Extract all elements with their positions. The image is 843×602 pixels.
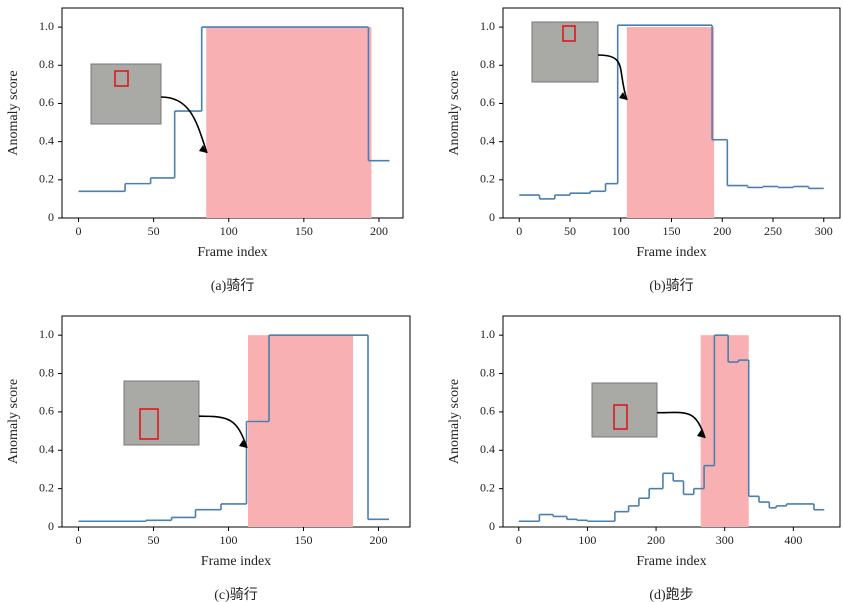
caption: (b)骑行 bbox=[649, 278, 693, 294]
inset-image bbox=[90, 63, 162, 125]
x-tick-label: 50 bbox=[564, 224, 576, 238]
plot-frame bbox=[61, 315, 411, 528]
y-tick-label: 0.2 bbox=[39, 172, 54, 186]
x-tick-label: 100 bbox=[220, 224, 238, 238]
y-tick-label: 0.8 bbox=[480, 57, 495, 71]
arrow bbox=[198, 415, 248, 449]
highlight-region bbox=[626, 27, 715, 218]
x-axis-label: Frame index bbox=[636, 245, 706, 260]
y-tick-label: 1.0 bbox=[39, 327, 54, 341]
x-tick-label: 100 bbox=[220, 533, 238, 547]
x-tick-label: 0 bbox=[76, 224, 82, 238]
y-tick-label: 0.4 bbox=[480, 133, 495, 147]
arrow-head bbox=[619, 92, 627, 100]
inset-image bbox=[123, 380, 200, 446]
x-axis-label: Frame index bbox=[201, 554, 271, 569]
highlight-region bbox=[248, 335, 353, 527]
y-tick-label: 0.8 bbox=[480, 365, 495, 379]
y-tick-label: 0.8 bbox=[39, 365, 54, 379]
x-tick-label: 0 bbox=[516, 224, 522, 238]
y-axis-label: Anomaly score bbox=[6, 70, 21, 155]
x-tick-label: 200 bbox=[370, 224, 388, 238]
caption: (c)骑行 bbox=[214, 587, 258, 602]
x-tick-label: 300 bbox=[815, 224, 833, 238]
inset-bbox bbox=[613, 404, 628, 430]
y-tick-label: 0.6 bbox=[39, 404, 54, 418]
x-tick-label: 200 bbox=[647, 533, 665, 547]
highlight-region bbox=[206, 27, 372, 218]
y-tick-label: 0.6 bbox=[39, 95, 54, 109]
y-axis-label: Anomaly score bbox=[447, 379, 462, 464]
caption: (a)骑行 bbox=[211, 278, 255, 294]
y-tick-label: 0.4 bbox=[480, 442, 495, 456]
arrow bbox=[160, 96, 208, 154]
y-tick-label: 0.8 bbox=[39, 57, 54, 71]
x-tick-label: 50 bbox=[148, 533, 160, 547]
inset-bbox bbox=[139, 408, 159, 440]
x-tick-label: 100 bbox=[612, 224, 630, 238]
y-tick-label: 0.4 bbox=[39, 133, 54, 147]
y-axis-label: Anomaly score bbox=[447, 70, 462, 155]
x-tick-label: 200 bbox=[713, 224, 731, 238]
inset-image bbox=[531, 21, 599, 83]
arrow-head bbox=[199, 145, 207, 153]
y-tick-label: 0 bbox=[48, 210, 54, 224]
x-tick-label: 400 bbox=[784, 533, 802, 547]
arrow-head bbox=[697, 430, 705, 438]
arrow bbox=[656, 411, 706, 439]
y-tick-label: 0.4 bbox=[39, 442, 54, 456]
y-tick-label: 0.6 bbox=[480, 95, 495, 109]
x-tick-label: 150 bbox=[295, 224, 313, 238]
inset-bbox bbox=[562, 25, 576, 42]
x-tick-label: 200 bbox=[370, 533, 388, 547]
arrow bbox=[597, 54, 628, 101]
y-tick-label: 1.0 bbox=[480, 327, 495, 341]
x-tick-label: 150 bbox=[295, 533, 313, 547]
x-tick-label: 150 bbox=[663, 224, 681, 238]
y-tick-label: 0.2 bbox=[39, 480, 54, 494]
x-tick-label: 100 bbox=[578, 533, 596, 547]
x-axis-label: Frame index bbox=[636, 554, 706, 569]
plot-frame bbox=[502, 315, 841, 528]
x-tick-label: 50 bbox=[148, 224, 160, 238]
y-tick-label: 0.2 bbox=[480, 480, 495, 494]
y-tick-label: 0.2 bbox=[480, 172, 495, 186]
y-tick-label: 1.0 bbox=[39, 19, 54, 33]
inset-bbox bbox=[114, 70, 129, 87]
x-axis-label: Frame index bbox=[197, 245, 267, 260]
y-axis-label: Anomaly score bbox=[6, 379, 21, 464]
y-tick-label: 0 bbox=[489, 519, 495, 533]
x-tick-label: 0 bbox=[76, 533, 82, 547]
y-tick-label: 0.6 bbox=[480, 404, 495, 418]
y-tick-label: 0 bbox=[489, 210, 495, 224]
y-tick-label: 1.0 bbox=[480, 19, 495, 33]
arrow-head bbox=[239, 440, 247, 448]
caption: (d)跑步 bbox=[649, 587, 693, 602]
inset-image bbox=[591, 382, 658, 438]
y-tick-label: 0 bbox=[48, 519, 54, 533]
highlight-region bbox=[700, 335, 749, 527]
x-tick-label: 300 bbox=[716, 533, 734, 547]
x-tick-label: 0 bbox=[516, 533, 522, 547]
x-tick-label: 250 bbox=[764, 224, 782, 238]
